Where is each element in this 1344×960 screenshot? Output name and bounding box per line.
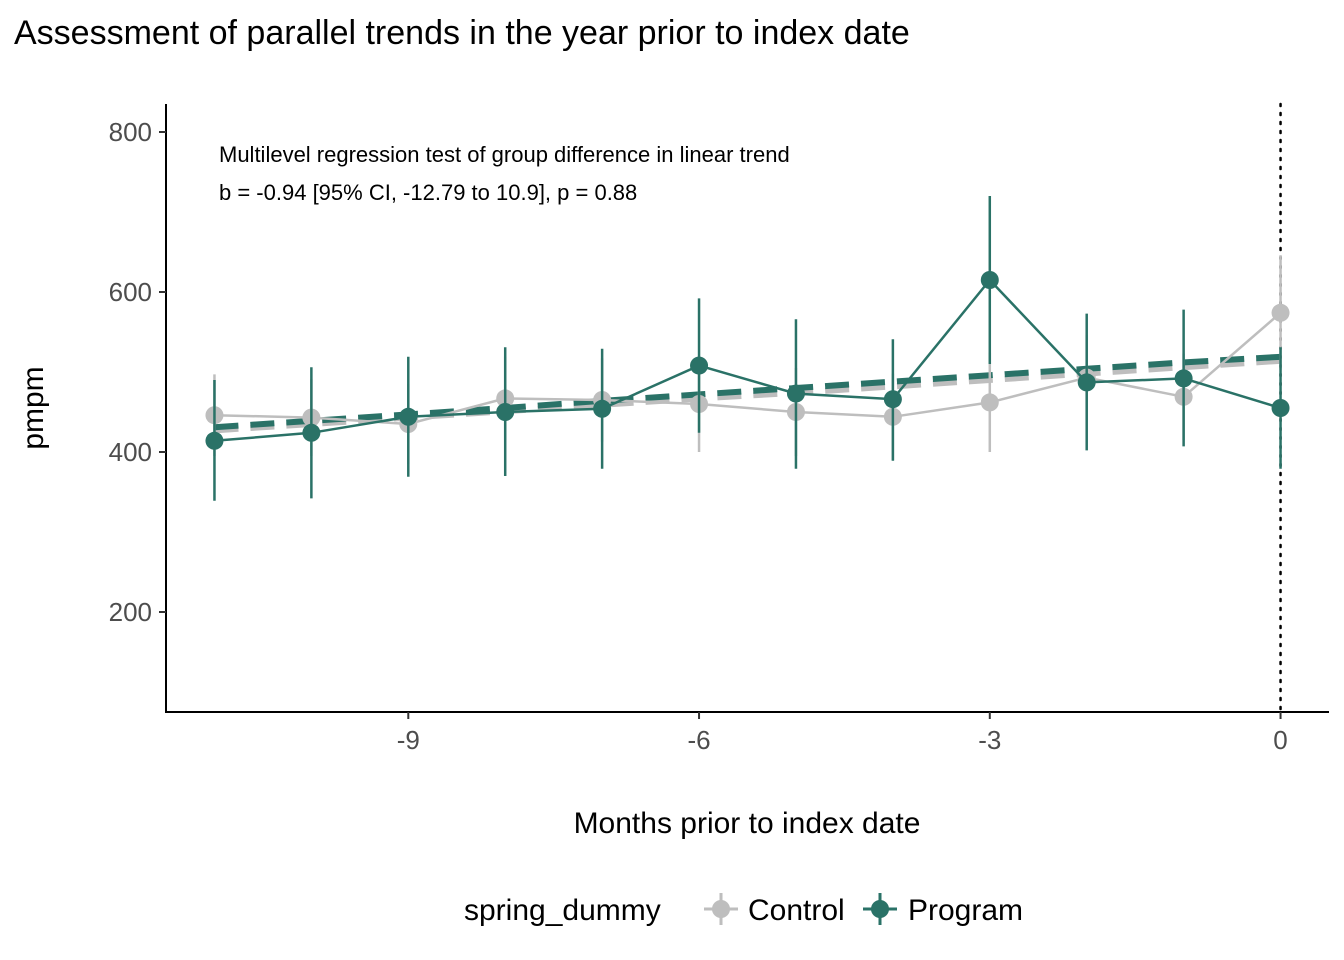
control-point (1271, 303, 1290, 322)
program-point (1271, 399, 1290, 417)
legend: spring_dummy Control Program (464, 893, 1023, 927)
program-point (302, 423, 321, 442)
x-tick-label: 0 (1273, 725, 1287, 755)
program-point (593, 399, 612, 418)
y-tick-label: 400 (109, 437, 152, 467)
plot-area (205, 102, 1290, 714)
program-point (496, 403, 515, 421)
x-ticks: -9 -6 -3 0 (397, 712, 1288, 755)
chart-title: Assessment of parallel trends in the yea… (14, 14, 910, 52)
program-trend-line (214, 353, 1281, 431)
program-point (205, 431, 224, 450)
program-point (883, 390, 902, 409)
program-point (399, 407, 418, 426)
control-point (980, 393, 999, 412)
y-tick-label: 800 (109, 117, 152, 147)
program-point (1077, 373, 1096, 392)
annotation-line-2: b = -0.94 [95% CI, -12.79 to 10.9], p = … (219, 180, 637, 205)
legend-key-program-point (871, 900, 889, 918)
program-series-line (214, 278, 1281, 443)
annotation-line-1: Multilevel regression test of group diff… (219, 142, 790, 167)
legend-key-control-point (712, 900, 730, 918)
legend-key-control (704, 893, 738, 925)
program-point (690, 356, 709, 375)
x-tick-label: -6 (687, 725, 710, 755)
control-trend-line (214, 357, 1281, 434)
legend-label-control: Control (748, 894, 845, 927)
y-tick-label: 600 (109, 277, 152, 307)
program-point (980, 271, 999, 289)
program-point (786, 384, 805, 403)
y-axis-title: pmpm (17, 366, 50, 449)
y-ticks: 200 400 600 800 (109, 117, 166, 627)
legend-key-program (863, 893, 897, 925)
x-tick-label: -9 (397, 725, 420, 755)
x-tick-label: -3 (978, 725, 1001, 755)
program-point (1174, 369, 1193, 388)
legend-label-program: Program (908, 894, 1023, 927)
y-tick-label: 200 (109, 597, 152, 627)
x-axis-title: Months prior to index date (574, 807, 921, 840)
legend-title: spring_dummy (464, 894, 661, 927)
